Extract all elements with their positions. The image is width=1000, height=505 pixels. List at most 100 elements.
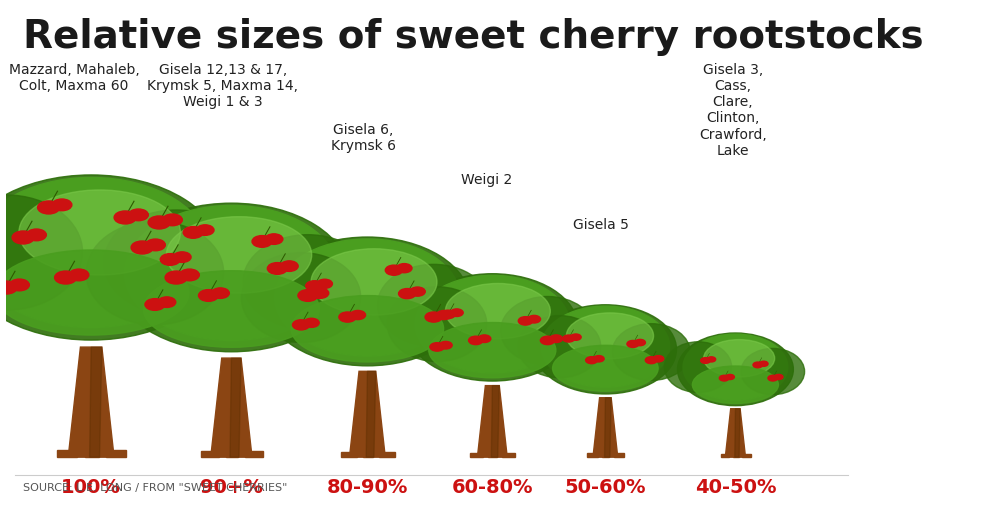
Polygon shape: [57, 450, 77, 457]
Ellipse shape: [86, 222, 224, 325]
Ellipse shape: [291, 296, 444, 362]
Circle shape: [211, 288, 229, 299]
Circle shape: [69, 270, 89, 281]
Circle shape: [55, 272, 77, 284]
Text: Mazzard, Mahaleb,
Colt, Maxma 60: Mazzard, Mahaleb, Colt, Maxma 60: [9, 63, 140, 93]
Ellipse shape: [407, 274, 578, 381]
Circle shape: [385, 266, 403, 276]
Circle shape: [550, 335, 563, 343]
Polygon shape: [68, 347, 114, 457]
Circle shape: [114, 212, 136, 225]
Ellipse shape: [0, 178, 210, 328]
Circle shape: [518, 317, 533, 325]
Polygon shape: [211, 359, 252, 457]
Ellipse shape: [0, 195, 83, 311]
Polygon shape: [488, 454, 497, 457]
Ellipse shape: [0, 176, 223, 340]
Polygon shape: [605, 398, 611, 457]
Polygon shape: [230, 359, 241, 457]
Polygon shape: [226, 453, 238, 457]
Polygon shape: [379, 451, 395, 457]
Circle shape: [9, 280, 29, 291]
Ellipse shape: [741, 349, 805, 395]
Ellipse shape: [377, 265, 490, 346]
Polygon shape: [742, 454, 751, 457]
Circle shape: [160, 254, 180, 266]
Polygon shape: [491, 386, 499, 457]
Circle shape: [183, 227, 203, 239]
Ellipse shape: [566, 313, 654, 359]
Ellipse shape: [429, 323, 556, 378]
Circle shape: [162, 215, 182, 226]
Polygon shape: [477, 386, 507, 457]
Circle shape: [450, 309, 463, 317]
Circle shape: [350, 311, 366, 320]
Polygon shape: [614, 453, 624, 457]
Circle shape: [128, 210, 148, 221]
Circle shape: [707, 357, 716, 362]
Text: Gisela 6,
Krymsk 6: Gisela 6, Krymsk 6: [331, 123, 396, 153]
Circle shape: [292, 320, 310, 330]
Circle shape: [131, 241, 153, 255]
Circle shape: [306, 281, 323, 291]
Ellipse shape: [124, 206, 338, 341]
Circle shape: [0, 281, 17, 294]
Ellipse shape: [275, 239, 460, 357]
Polygon shape: [363, 453, 373, 457]
Ellipse shape: [19, 190, 180, 275]
Ellipse shape: [265, 237, 470, 366]
Circle shape: [173, 252, 191, 263]
Circle shape: [469, 336, 483, 345]
Circle shape: [635, 340, 645, 346]
Polygon shape: [735, 409, 740, 457]
Text: Gisela 12,13 & 17,
Krymsk 5, Maxma 14,
Weigi 1 & 3: Gisela 12,13 & 17, Krymsk 5, Maxma 14, W…: [147, 63, 298, 109]
Circle shape: [645, 357, 657, 364]
Text: 50-60%: 50-60%: [565, 477, 646, 496]
Circle shape: [399, 289, 416, 299]
Circle shape: [265, 234, 283, 245]
Polygon shape: [90, 347, 102, 457]
Circle shape: [26, 230, 46, 241]
Circle shape: [768, 376, 778, 381]
Text: 40-50%: 40-50%: [695, 477, 776, 496]
Circle shape: [148, 217, 170, 230]
Ellipse shape: [553, 345, 658, 391]
Polygon shape: [502, 452, 515, 457]
Text: 80-90%: 80-90%: [327, 477, 408, 496]
Circle shape: [38, 201, 60, 215]
Polygon shape: [721, 454, 729, 457]
Ellipse shape: [664, 342, 732, 393]
Circle shape: [198, 290, 218, 302]
Circle shape: [430, 343, 444, 351]
Ellipse shape: [143, 271, 319, 347]
Circle shape: [339, 313, 356, 323]
Circle shape: [570, 334, 581, 341]
Text: Relative sizes of sweet cherry rootstocks: Relative sizes of sweet cherry rootstock…: [23, 18, 924, 56]
Circle shape: [12, 231, 34, 244]
Circle shape: [701, 358, 710, 364]
Polygon shape: [201, 451, 219, 457]
Text: Weigi 2: Weigi 2: [461, 173, 512, 186]
Circle shape: [593, 356, 604, 362]
Circle shape: [165, 272, 187, 284]
Text: 60-80%: 60-80%: [452, 477, 533, 496]
Circle shape: [436, 311, 452, 320]
Circle shape: [441, 311, 455, 319]
Text: Gisela 3,
Cass,
Clare,
Clinton,
Crawford,
Lake: Gisela 3, Cass, Clare, Clinton, Crawford…: [699, 63, 767, 158]
Circle shape: [179, 270, 199, 281]
Polygon shape: [341, 451, 357, 457]
Ellipse shape: [387, 287, 487, 362]
Polygon shape: [593, 398, 618, 457]
Text: 100%: 100%: [61, 477, 121, 496]
Ellipse shape: [683, 334, 788, 400]
Ellipse shape: [104, 211, 248, 316]
Ellipse shape: [501, 297, 595, 365]
Circle shape: [563, 335, 575, 342]
Text: 90+%: 90+%: [200, 477, 263, 496]
Circle shape: [439, 342, 452, 349]
Circle shape: [540, 336, 555, 345]
Polygon shape: [470, 452, 483, 457]
Circle shape: [586, 357, 598, 364]
Circle shape: [396, 264, 412, 273]
Ellipse shape: [0, 250, 189, 335]
